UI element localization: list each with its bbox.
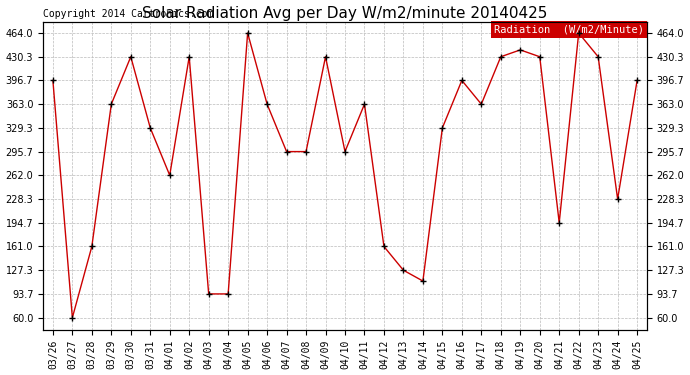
Text: Radiation  (W/m2/Minute): Radiation (W/m2/Minute) <box>494 24 644 34</box>
Text: Copyright 2014 Cartronics.com: Copyright 2014 Cartronics.com <box>43 9 213 19</box>
Title: Solar Radiation Avg per Day W/m2/minute 20140425: Solar Radiation Avg per Day W/m2/minute … <box>142 6 548 21</box>
